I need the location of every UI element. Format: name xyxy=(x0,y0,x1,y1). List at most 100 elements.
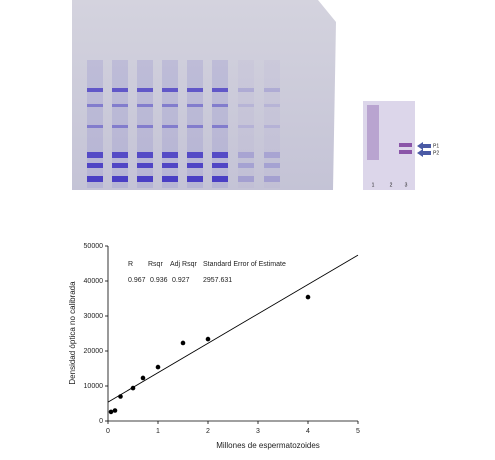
gel-band xyxy=(187,152,203,158)
gel-band xyxy=(162,125,178,128)
gel-band xyxy=(87,88,103,92)
gel-band xyxy=(112,176,128,182)
gel-band xyxy=(264,163,280,168)
gel-band xyxy=(162,152,178,158)
band-label: P2 xyxy=(433,150,439,156)
x-tick-label: 0 xyxy=(106,428,110,435)
gel-band xyxy=(187,88,203,92)
lane-smear xyxy=(238,60,254,188)
gel-band xyxy=(187,125,203,128)
data-point xyxy=(130,385,136,391)
gel-band xyxy=(238,176,254,182)
x-tick-label: 5 xyxy=(356,428,360,435)
gel-2-smear xyxy=(367,105,379,160)
gel-band xyxy=(212,125,228,128)
lane-label: 1 xyxy=(372,182,375,188)
y-tick-label: 30000 xyxy=(84,313,104,320)
gel-band xyxy=(137,88,153,92)
gel-2-band xyxy=(399,150,412,154)
gel-band xyxy=(112,88,128,92)
stats-value: 2957.631 xyxy=(203,277,232,284)
gel-band xyxy=(87,152,103,158)
data-point xyxy=(112,408,118,413)
gel-band xyxy=(238,125,254,128)
gel-band xyxy=(212,152,228,158)
data-point xyxy=(205,336,211,342)
gel-band xyxy=(238,152,254,158)
arrow xyxy=(417,142,431,150)
gel-band xyxy=(162,88,178,92)
gel-band xyxy=(112,163,128,168)
gel-band xyxy=(162,163,178,168)
fit-line xyxy=(107,254,359,403)
gel-2-band xyxy=(399,143,412,147)
data-point xyxy=(155,364,161,370)
gel-band xyxy=(264,88,280,92)
lane-label: 2 xyxy=(390,182,393,188)
stats-value: 0.967 xyxy=(128,277,146,284)
gel-band xyxy=(112,125,128,128)
stats-header: Standard Error of Estimate xyxy=(203,261,286,268)
gel-band xyxy=(238,104,254,107)
gel-band xyxy=(238,88,254,92)
gel-band xyxy=(212,163,228,168)
gel-band xyxy=(137,176,153,182)
stats-header: Adj Rsqr xyxy=(170,261,198,268)
gel-band xyxy=(87,163,103,168)
gel-band xyxy=(137,104,153,107)
gel-band xyxy=(264,152,280,158)
y-tick-label: 0 xyxy=(99,418,103,425)
gel-band xyxy=(87,176,103,182)
stats-header: Rsqr xyxy=(148,261,163,268)
lane-smear xyxy=(162,60,178,188)
gel-band xyxy=(162,176,178,182)
y-tick-label: 50000 xyxy=(84,243,104,250)
gel-band xyxy=(87,125,103,128)
gel-band xyxy=(264,104,280,107)
gel-1 xyxy=(72,0,336,190)
lane-smear xyxy=(112,60,128,188)
gel-band xyxy=(162,104,178,107)
data-point xyxy=(180,340,186,346)
stats-value: 0.936 xyxy=(150,277,168,284)
gel-band xyxy=(238,163,254,168)
y-tick-label: 40000 xyxy=(84,278,104,285)
arrow xyxy=(417,149,431,157)
gel-band xyxy=(187,163,203,168)
data-point xyxy=(140,375,146,381)
y-tick-label: 20000 xyxy=(84,348,104,355)
lane-label: 3 xyxy=(405,182,408,188)
data-point xyxy=(108,409,114,415)
gel-band xyxy=(87,104,103,107)
gel-band xyxy=(137,152,153,158)
x-tick-label: 3 xyxy=(256,428,260,435)
gel-lanes xyxy=(87,60,280,188)
lane-smear xyxy=(187,60,203,188)
data-point xyxy=(305,294,311,300)
stats-value: 0.927 xyxy=(172,277,190,284)
lane-smear xyxy=(87,60,103,188)
x-tick-label: 1 xyxy=(156,428,160,435)
y-tick-label: 10000 xyxy=(84,383,104,390)
y-axis-label: Densidad óptica no calibrada xyxy=(68,281,77,385)
gel-band xyxy=(212,104,228,107)
gel-band xyxy=(187,104,203,107)
x-tick-label: 4 xyxy=(306,428,310,435)
gel-band xyxy=(137,163,153,168)
gel-band xyxy=(212,88,228,92)
gel-band xyxy=(212,176,228,182)
gel-band xyxy=(187,176,203,182)
band-label: P1 xyxy=(433,143,439,149)
gel-band xyxy=(112,152,128,158)
lane-smear xyxy=(212,60,228,188)
data-point xyxy=(118,394,123,399)
lane-smear xyxy=(137,60,153,188)
lane-smear xyxy=(264,60,280,188)
gel-band xyxy=(137,125,153,128)
x-tick-label: 2 xyxy=(206,428,210,435)
x-axis-label: Millones de espermatozoides xyxy=(216,441,320,450)
gel-band xyxy=(264,125,280,128)
gel-band xyxy=(264,176,280,182)
